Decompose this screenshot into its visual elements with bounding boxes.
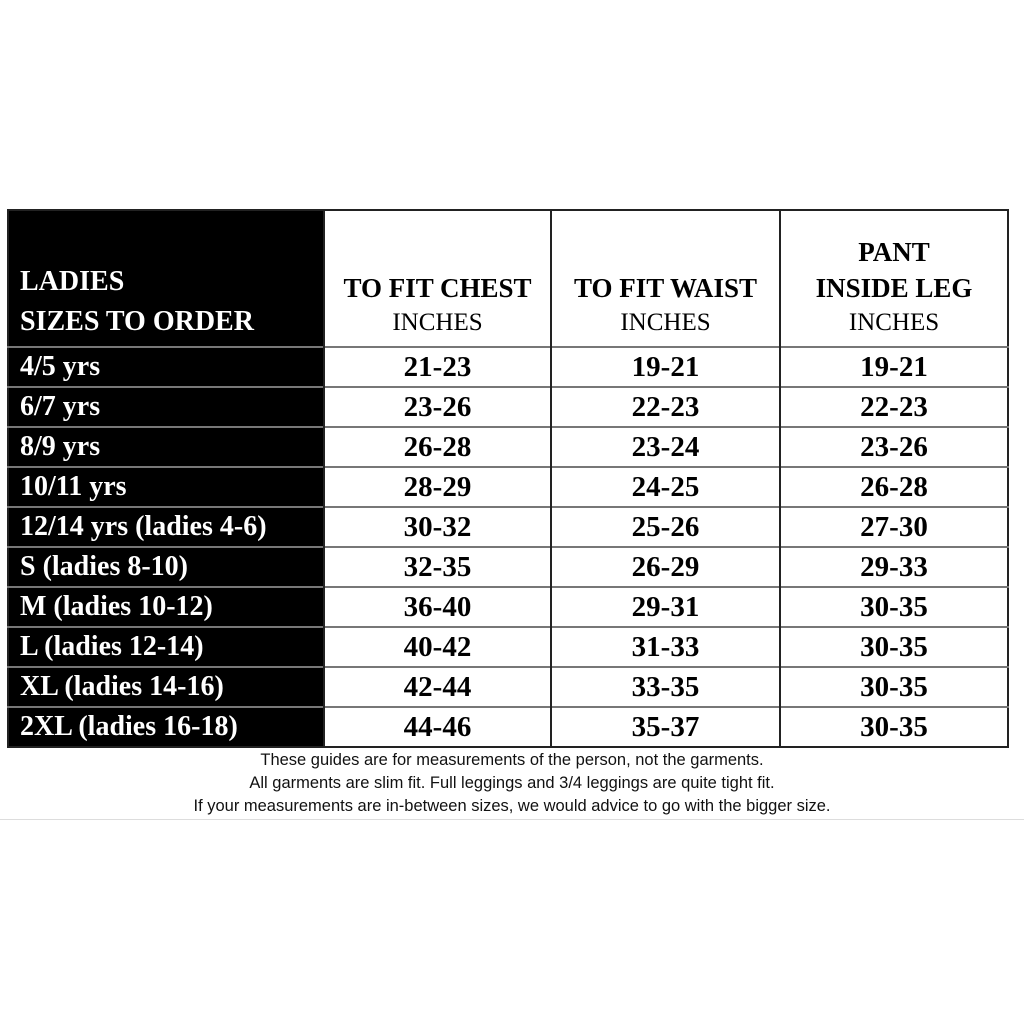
- fit-notes: These guides are for measurements of the…: [0, 744, 1024, 820]
- header-leg-title-2: INSIDE LEG: [815, 273, 973, 303]
- inside-leg-cell: 22-23: [779, 386, 1008, 427]
- table-row: L (ladies 12-14) 40-42 31-33 30-35: [8, 626, 1008, 667]
- table-row: M (ladies 10-12) 36-40 29-31 30-35: [8, 586, 1008, 627]
- size-cell: 10/11 yrs: [8, 466, 324, 507]
- header-ladies: LADIES: [20, 266, 125, 297]
- header-leg-title-1: PANT: [858, 237, 930, 267]
- inside-leg-cell: 30-35: [779, 586, 1008, 627]
- size-cell: S (ladies 8-10): [8, 546, 324, 587]
- waist-cell: 29-31: [550, 586, 780, 627]
- waist-cell: 23-24: [550, 426, 780, 467]
- waist-cell: 22-23: [550, 386, 780, 427]
- header-waist: TO FIT WAIST INCHES: [550, 210, 780, 347]
- header-sizes-to-order: SIZES TO ORDER: [20, 306, 254, 337]
- waist-cell: 33-35: [550, 666, 780, 707]
- header-chest-title: TO FIT CHEST: [343, 273, 532, 303]
- chest-cell: 40-42: [323, 626, 551, 667]
- header-sizes: LADIES SIZES TO ORDER: [8, 210, 324, 347]
- chest-cell: 30-32: [323, 506, 551, 547]
- inside-leg-cell: 23-26: [779, 426, 1008, 467]
- waist-cell: 35-37: [550, 706, 780, 747]
- chest-cell: 32-35: [323, 546, 551, 587]
- chest-cell: 42-44: [323, 666, 551, 707]
- header-row: LADIES SIZES TO ORDER TO FIT CHEST INCHE…: [8, 210, 1008, 347]
- size-cell: L (ladies 12-14): [8, 626, 324, 667]
- inside-leg-cell: 30-35: [779, 626, 1008, 667]
- note-line: All garments are slim fit. Full leggings…: [249, 773, 775, 792]
- size-cell: 12/14 yrs (ladies 4-6): [8, 506, 324, 547]
- table-row: 8/9 yrs 26-28 23-24 23-26: [8, 426, 1008, 467]
- chest-cell: 26-28: [323, 426, 551, 467]
- header-chest: TO FIT CHEST INCHES: [323, 210, 551, 347]
- size-cell: XL (ladies 14-16): [8, 666, 324, 707]
- table-row: XL (ladies 14-16) 42-44 33-35 30-35: [8, 666, 1008, 707]
- size-chart-table: LADIES SIZES TO ORDER TO FIT CHEST INCHE…: [7, 209, 1009, 748]
- waist-cell: 25-26: [550, 506, 780, 547]
- inside-leg-cell: 19-21: [779, 346, 1008, 387]
- chest-cell: 36-40: [323, 586, 551, 627]
- header-chest-unit: INCHES: [392, 309, 483, 336]
- size-cell: 6/7 yrs: [8, 386, 324, 427]
- table-row: 2XL (ladies 16-18) 44-46 35-37 30-35: [8, 706, 1008, 747]
- inside-leg-cell: 29-33: [779, 546, 1008, 587]
- note-line: If your measurements are in-between size…: [193, 796, 831, 815]
- waist-cell: 31-33: [550, 626, 780, 667]
- size-cell: 2XL (ladies 16-18): [8, 706, 324, 747]
- size-cell: 4/5 yrs: [8, 346, 324, 387]
- size-cell: 8/9 yrs: [8, 426, 324, 467]
- chest-cell: 23-26: [323, 386, 551, 427]
- waist-cell: 26-29: [550, 546, 780, 587]
- inside-leg-cell: 27-30: [779, 506, 1008, 547]
- chest-cell: 28-29: [323, 466, 551, 507]
- chest-cell: 44-46: [323, 706, 551, 747]
- table-row: S (ladies 8-10) 32-35 26-29 29-33: [8, 546, 1008, 587]
- table-row: 12/14 yrs (ladies 4-6) 30-32 25-26 27-30: [8, 506, 1008, 547]
- waist-cell: 19-21: [550, 346, 780, 387]
- table-row: 6/7 yrs 23-26 22-23 22-23: [8, 386, 1008, 427]
- table-row: 4/5 yrs 21-23 19-21 19-21: [8, 346, 1008, 387]
- inside-leg-cell: 26-28: [779, 466, 1008, 507]
- inside-leg-cell: 30-35: [779, 666, 1008, 707]
- size-cell: M (ladies 10-12): [8, 586, 324, 627]
- header-inside-leg: PANT INSIDE LEG INCHES: [779, 210, 1008, 347]
- note-line: These guides are for measurements of the…: [260, 750, 764, 769]
- header-leg-unit: INCHES: [848, 309, 940, 336]
- inside-leg-cell: 30-35: [779, 706, 1008, 747]
- header-waist-title: TO FIT WAIST: [573, 273, 758, 303]
- header-waist-unit: INCHES: [620, 309, 711, 336]
- waist-cell: 24-25: [550, 466, 780, 507]
- chest-cell: 21-23: [323, 346, 551, 387]
- table-row: 10/11 yrs 28-29 24-25 26-28: [8, 466, 1008, 507]
